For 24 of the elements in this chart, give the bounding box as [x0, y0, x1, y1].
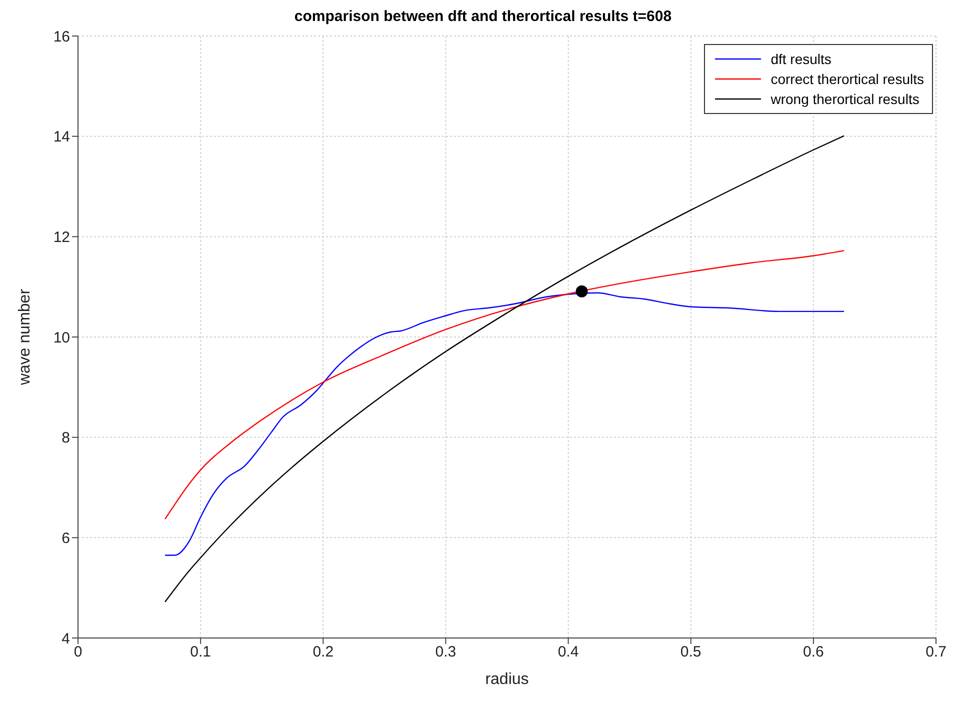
legend-label: dft results: [770, 50, 832, 69]
x-tick-label: 0.2: [312, 644, 334, 661]
x-tick-label: 0: [74, 644, 82, 661]
x-axis-title: radius: [485, 671, 529, 688]
x-tick-label: 0.6: [803, 644, 824, 661]
x-tick-label: 0.7: [926, 644, 946, 661]
y-tick-label: 14: [53, 128, 70, 146]
y-tick-label: 10: [53, 329, 70, 346]
y-tick-label: 4: [62, 630, 70, 648]
legend-label: wrong therortical results: [770, 90, 920, 109]
y-tick-label: 6: [62, 530, 70, 547]
x-tick-label: 0.3: [435, 644, 456, 661]
line-series: [164, 135, 845, 602]
line-series: [164, 292, 845, 556]
x-tick-label: 0.4: [558, 644, 579, 661]
y-tick-label: 8: [62, 430, 70, 447]
x-tick-label: 0.5: [680, 644, 702, 661]
y-tick-label: 12: [53, 228, 70, 246]
legend-label: correct therortical results: [770, 70, 924, 89]
x-tick-label: 0.1: [190, 644, 211, 661]
line-series: [164, 250, 845, 520]
chart-title: comparison between dft and therortical results t=608: [293, 8, 673, 27]
y-axis-title: wave number: [16, 288, 34, 386]
y-tick-label: 16: [53, 28, 70, 46]
